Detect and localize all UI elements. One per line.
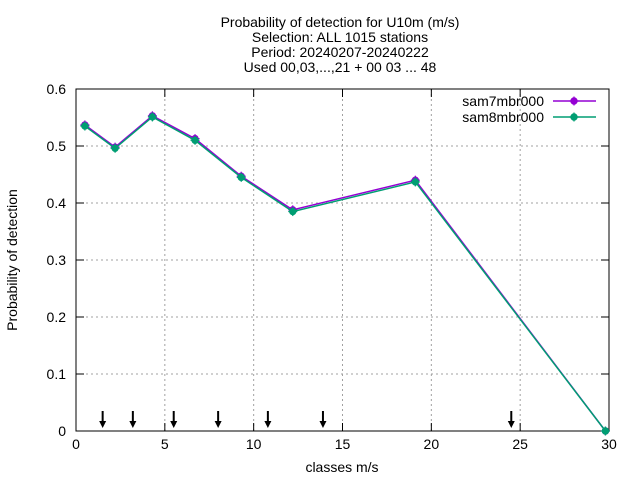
y-tick-label: 0.6: [47, 81, 67, 97]
title-line-4: Used 00,03,...,21 + 00 03 ... 48: [244, 59, 437, 75]
chart-title: Probability of detection for U10m (m/s) …: [221, 14, 460, 75]
legend-label: sam7mbr000: [462, 93, 544, 109]
arrow-down-icon: [264, 411, 272, 428]
arrow-down-icon: [170, 411, 178, 428]
x-axis-label: classes m/s: [305, 459, 378, 475]
arrow-down-icon: [214, 411, 222, 428]
series-sam7mbr000: [80, 111, 610, 436]
y-tick-label: 0: [58, 423, 66, 439]
series-line: [84, 114, 607, 432]
y-tick-label: 0.1: [47, 366, 67, 382]
axis-ticks: 0 0.1 0.2 0.3 0.4 0.5 0.6 0 5 10 15 20 25 30: [47, 81, 617, 452]
arrow-down-icon: [129, 411, 137, 428]
x-tick-label: 0: [72, 436, 80, 452]
arrow-down-icon: [319, 411, 327, 428]
series-line: [84, 116, 607, 432]
x-tick-label: 20: [424, 436, 440, 452]
x-tick-label: 30: [601, 436, 617, 452]
x-tick-label: 15: [335, 436, 351, 452]
legend-label: sam8mbr000: [462, 109, 544, 125]
series-sam8mbr000: [80, 112, 610, 436]
x-tick-label: 10: [246, 436, 262, 452]
series-group: [80, 111, 610, 436]
y-axis-label: Probability of detection: [4, 189, 20, 331]
title-line-3: Period: 20240207-20240222: [251, 44, 429, 60]
legend-entry: sam7mbr000: [462, 93, 596, 109]
x-tick-label: 5: [161, 436, 169, 452]
y-tick-label: 0.2: [47, 309, 67, 325]
x-tick-label: 25: [512, 436, 528, 452]
legend-entry: sam8mbr000: [462, 109, 596, 125]
title-line-1: Probability of detection for U10m (m/s): [221, 14, 460, 30]
arrow-markers: [99, 411, 515, 428]
y-tick-label: 0.4: [47, 195, 67, 211]
grid: [76, 89, 609, 431]
y-tick-label: 0.5: [47, 138, 67, 154]
arrow-down-icon: [99, 411, 107, 428]
arrow-down-icon: [507, 411, 515, 428]
title-line-2: Selection: ALL 1015 stations: [252, 29, 428, 45]
y-tick-label: 0.3: [47, 252, 67, 268]
